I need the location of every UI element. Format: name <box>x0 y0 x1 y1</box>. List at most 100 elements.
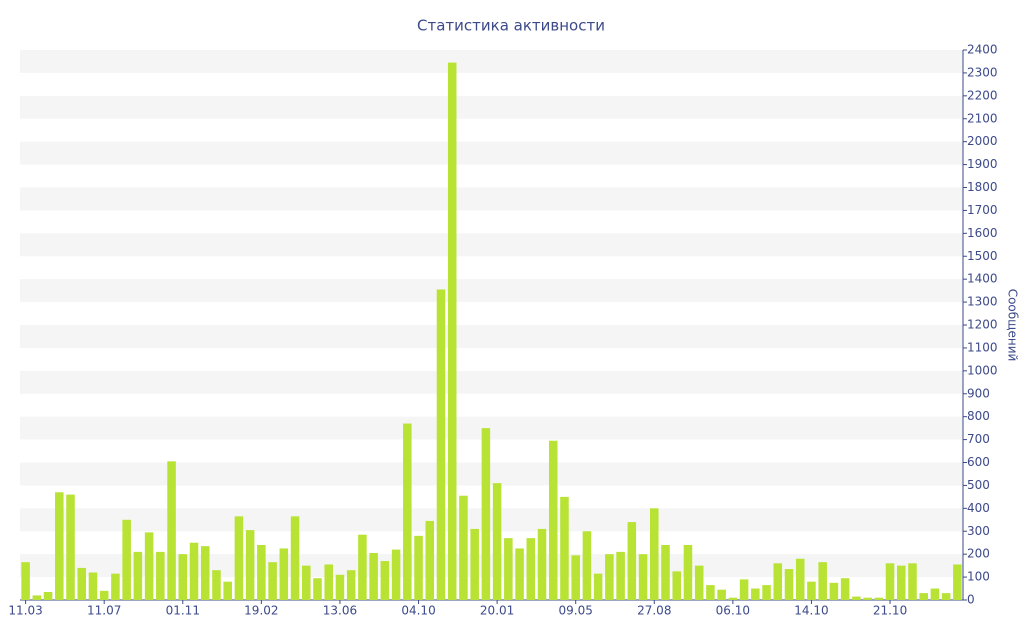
x-tick-label: 01.11 <box>166 604 200 618</box>
x-tick-label: 13.06 <box>323 604 357 618</box>
y-tick-label: 900 <box>967 386 990 400</box>
y-tick-label: 1500 <box>967 249 998 263</box>
bar <box>358 534 367 600</box>
bar <box>616 551 625 600</box>
y-tick-label: 1300 <box>967 295 998 309</box>
bar <box>414 535 423 600</box>
bar <box>728 597 738 600</box>
bar <box>324 564 333 600</box>
bar <box>908 563 917 600</box>
y-tick-label: 500 <box>967 478 990 492</box>
bar <box>874 597 884 600</box>
y-tick-label: 1900 <box>967 157 998 171</box>
y-tick-label: 700 <box>967 432 990 446</box>
bar <box>930 588 940 600</box>
bar <box>840 578 850 600</box>
grid-stripe <box>20 50 963 73</box>
grid-stripe <box>20 279 963 303</box>
bar <box>313 578 322 600</box>
bar <box>515 548 524 600</box>
grid-stripe <box>20 508 963 532</box>
bar <box>77 567 87 600</box>
x-tick-label: 14.10 <box>794 604 828 618</box>
bar <box>919 593 928 600</box>
grid-stripe <box>20 416 963 440</box>
bar <box>537 528 547 600</box>
bar <box>751 588 760 600</box>
y-tick-label: 600 <box>967 455 990 469</box>
y-tick-label: 100 <box>967 570 990 584</box>
bar <box>335 574 345 600</box>
bar <box>43 591 53 600</box>
y-tick-label: 1200 <box>967 318 998 332</box>
y-tick-label: 2400 <box>967 43 998 57</box>
bar <box>661 545 670 600</box>
bar <box>829 582 839 600</box>
y-tick-label: 800 <box>967 409 990 423</box>
bar <box>605 554 614 600</box>
x-tick-label: 06.10 <box>716 604 750 618</box>
bar <box>941 593 951 600</box>
x-tick-label: 04.10 <box>401 604 435 618</box>
x-tick-label: 21.10 <box>873 604 907 618</box>
bar <box>178 554 188 600</box>
y-tick-label: 2300 <box>967 65 998 79</box>
bar <box>167 461 176 600</box>
bar <box>694 565 704 600</box>
bar <box>257 545 266 600</box>
bar <box>436 289 446 600</box>
bar <box>683 545 693 600</box>
bar <box>706 585 715 600</box>
y-tick-label: 2000 <box>967 134 998 148</box>
x-tick-label: 20.01 <box>480 604 514 618</box>
bar <box>739 579 749 600</box>
x-tick-label: 09.05 <box>559 604 593 618</box>
bar <box>268 562 277 600</box>
y-tick-label: 2200 <box>967 88 998 102</box>
bar <box>212 570 221 600</box>
bar <box>447 62 457 600</box>
bar <box>896 565 906 600</box>
grid-stripe <box>20 554 963 578</box>
grid-stripe <box>20 370 963 394</box>
grid-stripe <box>20 187 963 211</box>
bar <box>200 546 210 600</box>
grid-stripe <box>20 233 963 257</box>
y-axis-label: Сообщений <box>1006 289 1020 362</box>
bar <box>369 553 378 600</box>
bar <box>302 565 311 600</box>
grid-stripe <box>20 462 963 486</box>
bar <box>504 538 513 600</box>
x-tick-label: 19.02 <box>244 604 278 618</box>
y-tick-label: 0 <box>967 593 975 607</box>
bar <box>234 516 244 600</box>
y-tick-label: 2100 <box>967 111 998 125</box>
bar <box>346 570 356 600</box>
grid-stripe <box>20 325 963 348</box>
bar <box>223 581 232 600</box>
bar <box>582 531 592 600</box>
y-tick-label: 1400 <box>967 272 998 286</box>
bar <box>593 573 603 600</box>
bar <box>156 551 165 600</box>
y-tick-label: 1100 <box>967 340 998 354</box>
bar <box>762 585 771 600</box>
grid-stripe <box>20 95 963 119</box>
bar <box>459 495 468 600</box>
bar <box>807 581 816 600</box>
x-tick-label: 27.08 <box>637 604 671 618</box>
bar <box>122 519 131 600</box>
bar <box>99 590 109 600</box>
bar <box>717 589 726 600</box>
bar <box>784 569 794 600</box>
bar <box>403 423 412 600</box>
bar <box>953 564 962 600</box>
bar <box>32 595 42 600</box>
bar <box>111 573 120 600</box>
bar <box>380 561 390 600</box>
bar <box>852 596 861 600</box>
bar <box>818 562 827 600</box>
y-tick-label: 1000 <box>967 363 998 377</box>
bar <box>481 428 491 600</box>
